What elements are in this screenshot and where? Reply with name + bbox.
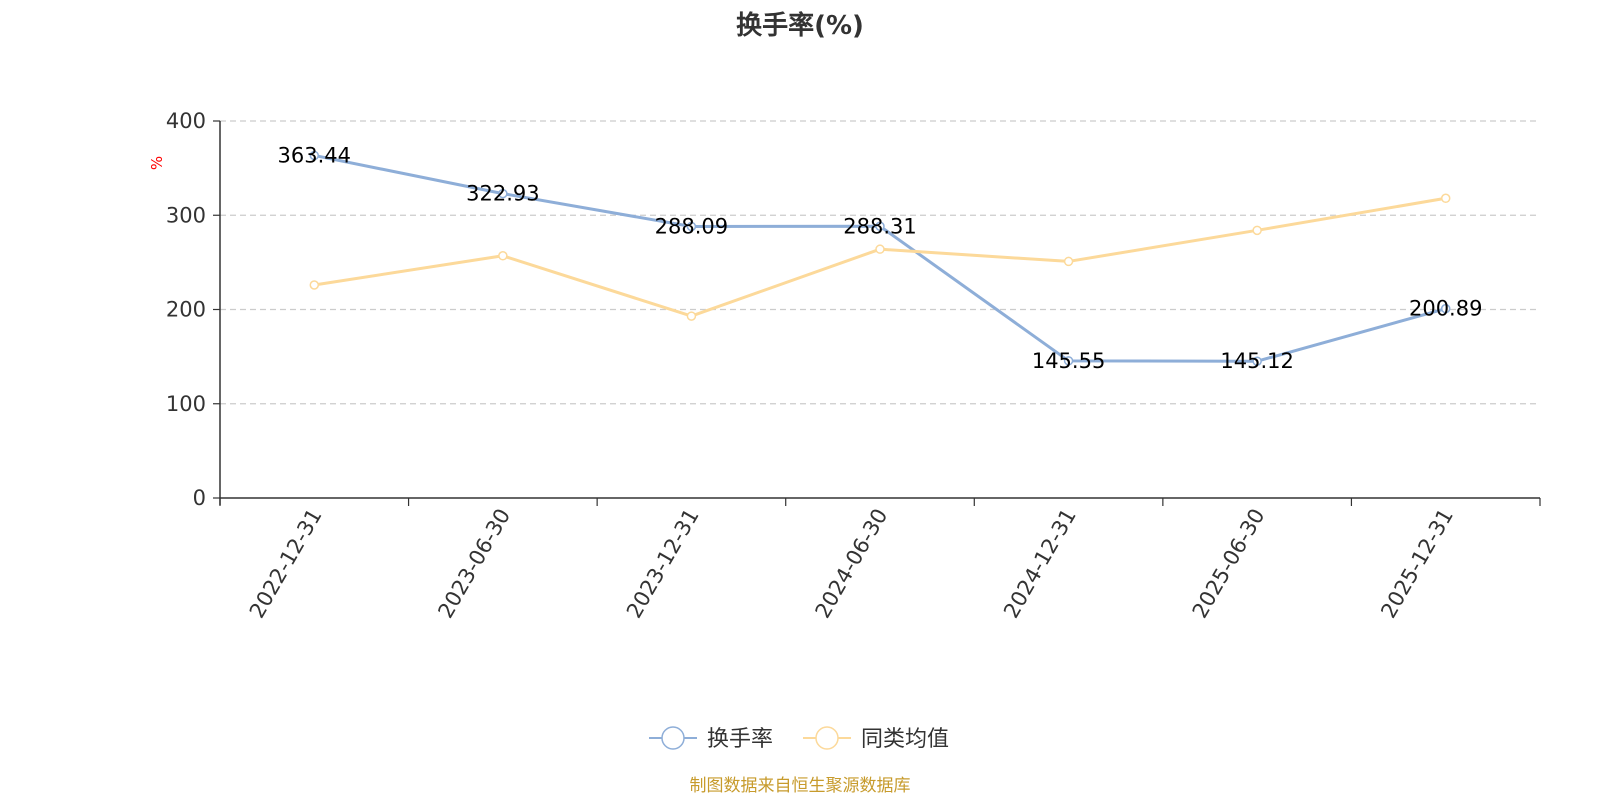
series-1-point [875,221,885,232]
y-axis-unit: % [148,156,166,170]
x-tick-label: 2022-12-31 [245,505,327,623]
series-1-point [498,188,508,199]
data-label: 145.55 [1032,349,1105,373]
x-tick-label: 2023-12-31 [622,505,704,623]
data-source-note: 制图数据来自恒生聚源数据库 [690,776,911,796]
x-tick-label: 2023-06-30 [433,505,515,623]
series-1-point [686,221,697,232]
data-label: 322.93 [466,182,539,206]
y-tick-label: 100 [166,392,206,416]
y-tick-label: 400 [166,109,206,133]
series-2-point [1252,225,1262,236]
series-2-point [1063,256,1074,267]
legend-item-2: 同类均值 [803,726,949,752]
legend-item-1: 换手率 [649,726,773,752]
series-2-point [498,251,508,261]
series-2-point [309,280,320,290]
y-tick-label: 300 [166,203,206,227]
data-label: 288.09 [655,214,728,238]
legend-circle-icon [815,726,839,750]
series-1-point [1252,356,1262,366]
legend-label: 换手率 [707,727,773,752]
data-label: 288.31 [843,214,916,238]
x-tick-label: 2025-12-31 [1376,505,1458,623]
series-1-point [309,150,320,161]
axes: 0 100 200 300 400 2022-12-31 2023-06-30 2023-12… [166,109,1541,623]
y-tick-label: 0 [193,486,206,510]
series-1-point [1440,303,1451,314]
legend: 换手率 同类均值 [649,726,949,752]
series-1-point [1063,356,1074,366]
series-layer [309,150,1451,366]
x-tick-label: 2024-12-31 [999,505,1081,623]
data-label: 363.44 [278,143,351,167]
x-tick-label: 2025-06-30 [1188,505,1270,623]
legend-circle-icon [661,726,685,750]
grid-lines [220,120,1540,405]
series-2-point [686,311,697,321]
y-tick-label: 200 [166,298,206,322]
series-2-point [1440,193,1451,204]
chart-title: 换手率(%) [736,10,864,41]
legend-label: 同类均值 [861,727,949,752]
data-labels: 363.44 322.93 288.09 288.31 145.55 145.12 200.… [278,143,1483,373]
data-label: 145.12 [1220,349,1293,373]
series-2-point [875,244,885,254]
x-tick-label: 2024-06-30 [811,505,893,623]
data-label: 200.89 [1409,297,1482,321]
